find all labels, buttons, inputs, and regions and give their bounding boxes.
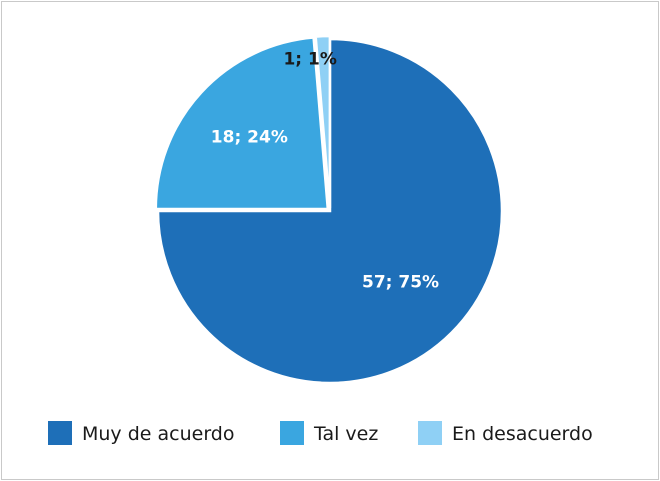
pie-data-labels: 57; 75% 18; 24% 1; 1% [211, 50, 439, 293]
legend-swatch-tal-vez [280, 421, 304, 445]
pie-slice-tal-vez [154, 36, 330, 211]
legend-label-en-desacuerdo: En desacuerdo [452, 423, 593, 445]
data-label-en-desacuerdo: 1; 1% [283, 50, 336, 70]
legend-label-muy-de-acuerdo: Muy de acuerdo [82, 423, 235, 445]
pie-slices [154, 34, 504, 385]
legend: Muy de acuerdo Tal vez En desacuerdo [48, 421, 593, 445]
pie-slice-en-desacuerdo [314, 34, 332, 209]
data-label-muy-de-acuerdo: 57; 75% [362, 273, 439, 293]
legend-swatch-muy-de-acuerdo [48, 421, 72, 445]
pie-slice-muy-de-acuerdo [156, 37, 504, 385]
legend-swatch-en-desacuerdo [418, 421, 442, 445]
legend-label-tal-vez: Tal vez [313, 423, 378, 445]
data-label-tal-vez: 18; 24% [211, 128, 288, 148]
